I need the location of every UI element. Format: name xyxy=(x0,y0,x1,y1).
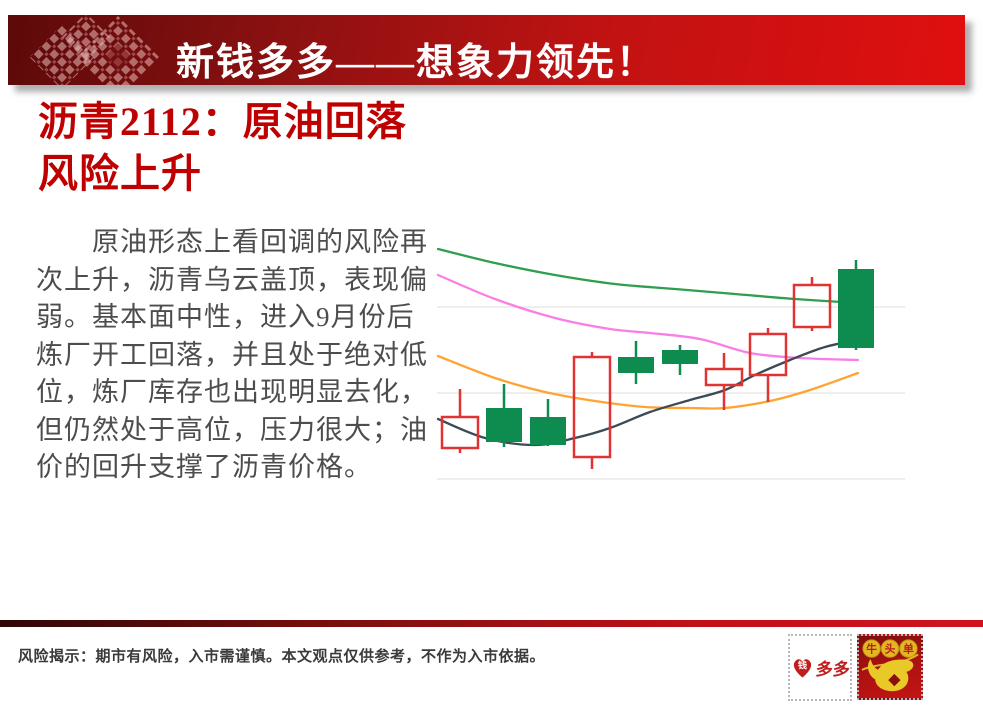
candle-up xyxy=(572,355,612,459)
stamp-niutoudan: 牛 头 单 xyxy=(857,634,923,700)
candle-down xyxy=(838,269,874,348)
duoduo-label: 多多 xyxy=(814,660,851,679)
heart-char: 钱 xyxy=(798,660,807,671)
ma-orange xyxy=(436,354,860,410)
stamp-qianduoduo: 钱 多多 xyxy=(788,634,852,701)
body-line: 次上升，沥青乌云盖顶，表现偏 xyxy=(36,264,428,295)
coin-char-2: 头 xyxy=(885,642,896,655)
heart-icon: 钱 xyxy=(793,659,812,678)
kline-chart xyxy=(435,235,905,485)
candle-up xyxy=(748,332,788,377)
coin-char-1: 牛 xyxy=(866,642,877,655)
page-title: 沥青2112：原油回落 风险上升 xyxy=(38,96,468,200)
body-line: 但仍然处于高位，压力很大；油 xyxy=(36,414,428,445)
title-line-2: 风险上升 xyxy=(38,151,202,196)
kline-chart-svg xyxy=(436,247,905,480)
bull-head-icon: 牛 头 单 xyxy=(861,639,919,692)
coin-char-3: 单 xyxy=(903,642,914,655)
header-banner: 新钱多多——想象力领先！ xyxy=(8,15,965,85)
body-paragraph: 原油形态上看回调的风险再次上升，沥青乌云盖顶，表现偏 弱。基本面中性，进入9月份后… xyxy=(36,224,448,487)
candle-down xyxy=(618,357,654,373)
coin-icons: 牛 头 单 xyxy=(862,639,918,658)
title-line-1: 沥青2112：原油回落 xyxy=(38,99,407,144)
candle-up xyxy=(792,283,832,329)
candle-down xyxy=(530,417,566,445)
body-line: 弱。基本面中性，进入9月份后 xyxy=(36,302,415,332)
candle-up xyxy=(704,367,744,387)
brand-stamps: 钱 多多 牛 头 单 xyxy=(788,634,923,701)
body-line: 位，炼厂库存也出现明显去化， xyxy=(36,377,428,407)
risk-disclaimer: 风险揭示：期市有风险，入市需谨慎。本文观点仅供参考，不作为入市依据。 xyxy=(18,649,546,665)
body-line: 原油形态上看回调的风险再 xyxy=(92,227,428,257)
body-line: 炼厂开工回落，并且处于绝对低 xyxy=(36,339,428,370)
candle-up xyxy=(440,415,480,450)
banner-title: 新钱多多——想象力领先！ xyxy=(176,42,657,84)
ma-long-green xyxy=(436,247,860,305)
candle-down xyxy=(662,350,698,364)
body-line: 价的回升支撑了沥青价格。 xyxy=(36,452,372,482)
candle-down xyxy=(486,408,522,442)
mosaic-pattern-icon xyxy=(29,15,160,85)
footer-divider xyxy=(0,620,983,627)
